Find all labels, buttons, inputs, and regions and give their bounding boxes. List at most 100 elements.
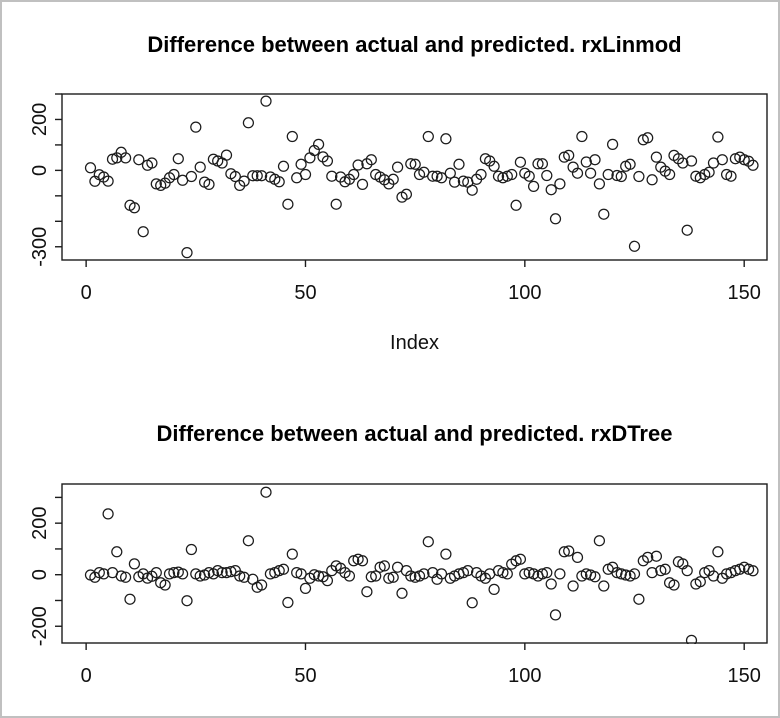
data-point (102, 175, 114, 187)
data-point (624, 158, 636, 170)
data-point (273, 176, 285, 188)
x-tick-label: 50 (294, 665, 316, 687)
data-point (255, 579, 268, 591)
data-point (514, 553, 527, 565)
data-point (611, 169, 623, 182)
data-point (128, 558, 141, 570)
data-point (681, 224, 693, 236)
data-point (383, 572, 395, 584)
data-point (642, 551, 654, 564)
y-tick-label: 0 (29, 569, 51, 580)
data-point (633, 593, 645, 605)
data-point (563, 545, 575, 557)
data-point (598, 208, 610, 220)
data-point (606, 138, 619, 151)
data-point (361, 586, 373, 598)
data-point (260, 486, 272, 498)
data-point (124, 593, 136, 605)
data-point (308, 569, 320, 581)
panel-box (61, 483, 768, 644)
data-point (628, 568, 641, 580)
data-point (405, 570, 417, 582)
data-point (536, 158, 549, 170)
data-point (295, 568, 307, 580)
data-point (589, 571, 601, 583)
data-point (93, 566, 105, 579)
data-point (567, 580, 579, 592)
data-point (365, 154, 377, 166)
data-point (646, 566, 658, 579)
data-point (185, 543, 198, 556)
data-point (716, 154, 728, 166)
data-point (203, 178, 215, 191)
data-point (589, 154, 601, 166)
data-point (541, 169, 553, 182)
data-point (277, 160, 290, 172)
data-point (545, 184, 557, 196)
panel-box (61, 93, 768, 261)
data-point (418, 568, 430, 580)
data-point (225, 565, 237, 578)
data-point (488, 160, 500, 172)
y-tick-label: -200 (29, 606, 51, 646)
data-point (650, 151, 663, 163)
data-point (396, 587, 408, 599)
data-point (440, 133, 452, 145)
data-point (102, 508, 114, 520)
data-point (444, 167, 456, 179)
data-point (554, 568, 566, 580)
data-point (326, 170, 338, 182)
data-point (242, 535, 255, 547)
data-point (238, 571, 250, 583)
data-point (176, 568, 189, 580)
data-point (146, 157, 158, 169)
data-point (506, 168, 518, 181)
data-point (563, 149, 575, 162)
data-point (620, 569, 632, 581)
data-point (475, 168, 487, 181)
y-tick-label: -300 (29, 227, 51, 267)
data-point (602, 168, 614, 181)
data-point (409, 158, 421, 170)
data-point (286, 130, 298, 143)
data-point (453, 158, 465, 170)
chart-title-rxlinmod: Difference between actual and predicted.… (147, 32, 682, 57)
data-point (84, 162, 97, 174)
data-point (137, 226, 149, 238)
data-point (646, 174, 658, 186)
data-point (98, 568, 110, 580)
data-point (466, 597, 478, 609)
data-point (356, 178, 369, 191)
data-point (348, 168, 360, 181)
data-point (251, 170, 263, 182)
data-point (119, 152, 132, 164)
data-point (255, 170, 268, 182)
data-point (238, 175, 250, 187)
data-point (462, 564, 474, 577)
data-point (400, 188, 413, 200)
data-point (703, 166, 715, 178)
data-point (422, 536, 434, 548)
data-point (106, 153, 119, 165)
data-point (558, 546, 570, 558)
data-point (119, 571, 132, 583)
data-point (488, 583, 500, 596)
data-point (571, 551, 584, 564)
data-point (387, 571, 399, 583)
data-point (282, 596, 294, 609)
data-point (321, 574, 334, 587)
data-point (352, 159, 364, 171)
data-point (628, 240, 641, 252)
data-point (312, 138, 325, 151)
data-point (545, 578, 557, 590)
data-point (663, 168, 676, 181)
data-point (422, 130, 434, 143)
x-tick-label: 50 (294, 282, 316, 304)
data-point (466, 184, 478, 196)
data-point (115, 570, 127, 582)
x-tick-label: 150 (727, 665, 760, 687)
data-point (655, 564, 667, 577)
data-point (523, 170, 535, 182)
data-point (615, 568, 627, 580)
